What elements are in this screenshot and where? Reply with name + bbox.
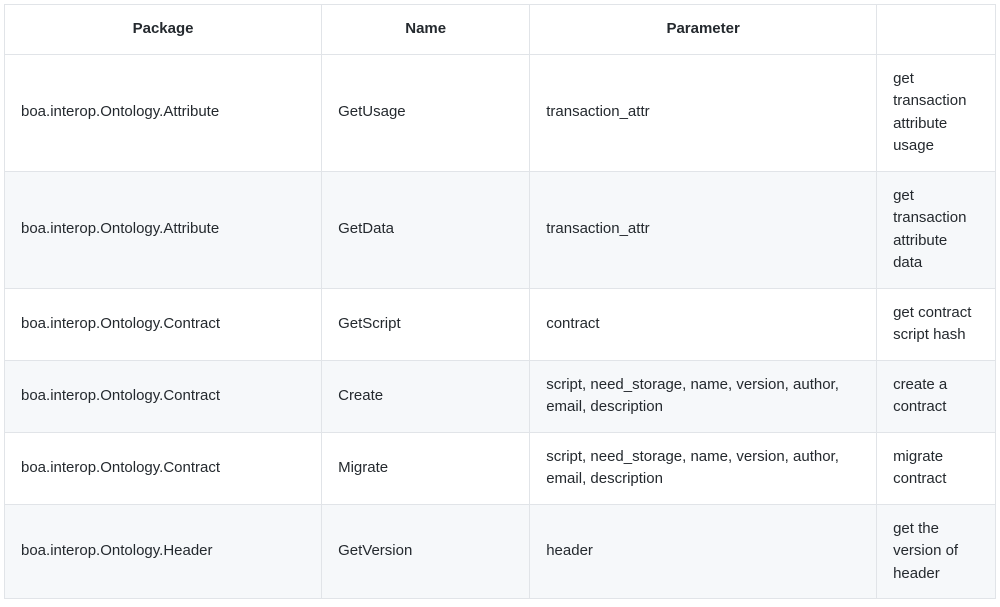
table-row: boa.interop.Ontology.Attribute GetUsage … [5, 54, 996, 171]
table-row: boa.interop.Ontology.Attribute GetData t… [5, 171, 996, 288]
cell-package: boa.interop.Ontology.Contract [5, 360, 322, 432]
api-table: Package Name Parameter boa.interop.Ontol… [4, 4, 996, 599]
cell-name: GetVersion [322, 504, 530, 599]
cell-parameter: script, need_storage, name, version, aut… [530, 360, 877, 432]
cell-package: boa.interop.Ontology.Attribute [5, 171, 322, 288]
cell-description: get transaction attribute usage [877, 54, 996, 171]
cell-name: Create [322, 360, 530, 432]
cell-name: GetUsage [322, 54, 530, 171]
table-row: boa.interop.Ontology.Contract Create scr… [5, 360, 996, 432]
cell-parameter: script, need_storage, name, version, aut… [530, 432, 877, 504]
cell-description: get transaction attribute data [877, 171, 996, 288]
table-row: boa.interop.Ontology.Header GetVersion h… [5, 504, 996, 599]
cell-parameter: contract [530, 288, 877, 360]
cell-package: boa.interop.Ontology.Contract [5, 432, 322, 504]
cell-parameter: transaction_attr [530, 171, 877, 288]
col-header-name: Name [322, 5, 530, 55]
col-header-description [877, 5, 996, 55]
table-header-row: Package Name Parameter [5, 5, 996, 55]
cell-name: GetData [322, 171, 530, 288]
cell-package: boa.interop.Ontology.Contract [5, 288, 322, 360]
cell-package: boa.interop.Ontology.Attribute [5, 54, 322, 171]
cell-description: get contract script hash [877, 288, 996, 360]
table-row: boa.interop.Ontology.Contract GetScript … [5, 288, 996, 360]
cell-description: create a contract [877, 360, 996, 432]
cell-description: migrate contract [877, 432, 996, 504]
cell-name: GetScript [322, 288, 530, 360]
col-header-package: Package [5, 5, 322, 55]
cell-parameter: header [530, 504, 877, 599]
cell-package: boa.interop.Ontology.Header [5, 504, 322, 599]
cell-name: Migrate [322, 432, 530, 504]
cell-parameter: transaction_attr [530, 54, 877, 171]
cell-description: get the version of header [877, 504, 996, 599]
col-header-parameter: Parameter [530, 5, 877, 55]
table-row: boa.interop.Ontology.Contract Migrate sc… [5, 432, 996, 504]
